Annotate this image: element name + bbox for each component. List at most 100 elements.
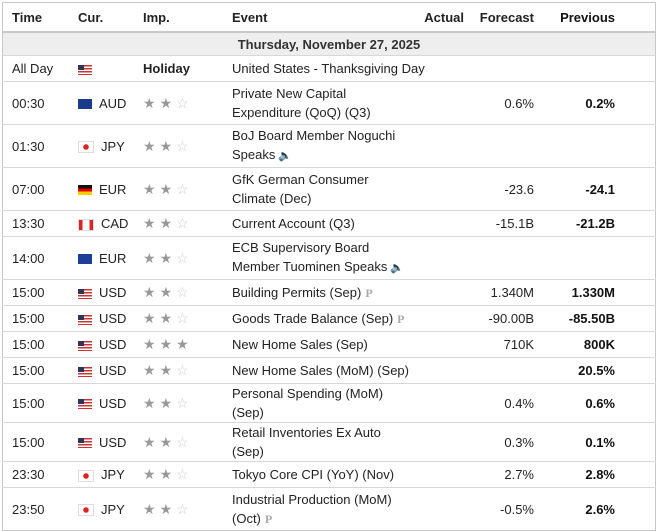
speaker-icon[interactable]: 🔈 xyxy=(390,262,405,274)
actual-value xyxy=(412,461,464,488)
event-cell[interactable]: New Home Sales (MoM) (Sep) xyxy=(232,357,412,384)
event-row[interactable]: 00:30 AUD ★★☆ Private New Capital Expend… xyxy=(2,81,656,125)
star-empty-icon: ☆ xyxy=(176,394,193,411)
event-name[interactable]: Retail Inventories Ex Auto (Sep) xyxy=(232,425,381,459)
event-cell[interactable]: Industrial Production (MoM) (Oct) P xyxy=(232,487,412,531)
header-previous[interactable]: Previous xyxy=(538,2,656,33)
importance: ★★☆ xyxy=(143,124,232,168)
currency: AUD xyxy=(99,95,127,111)
star-filled-icon: ★ xyxy=(143,336,160,352)
time: 15:00 xyxy=(2,305,78,332)
star-empty-icon: ☆ xyxy=(176,249,193,266)
event-row[interactable]: 14:00 EUR ★★☆ ECB Supervisory Board Memb… xyxy=(2,236,656,280)
event-cell[interactable]: Current Account (Q3) xyxy=(232,210,412,237)
previous-value: -85.50B xyxy=(538,305,656,332)
importance: ★★☆ xyxy=(143,167,232,211)
header-actual[interactable]: Actual xyxy=(412,2,464,33)
forecast-value xyxy=(464,236,538,280)
event-row[interactable]: 07:00 EUR ★★☆ GfK German Consumer Climat… xyxy=(2,167,656,211)
event-name[interactable]: Building Permits (Sep) xyxy=(232,284,362,300)
event-name[interactable]: Personal Spending (MoM) (Sep) xyxy=(232,386,384,420)
event-row[interactable]: 15:00 USD ★★★ New Home Sales (Sep) 710K … xyxy=(2,331,656,358)
event-cell[interactable]: Building Permits (Sep) P xyxy=(232,279,412,306)
event-name[interactable]: Industrial Production (MoM) (Oct) xyxy=(232,491,392,526)
holiday-row[interactable]: All Day Holiday United States - Thanksgi… xyxy=(2,55,656,82)
actual-value xyxy=(412,81,464,125)
importance: ★★☆ xyxy=(143,210,232,237)
event-cell[interactable]: GfK German Consumer Climate (Dec) xyxy=(232,167,412,211)
importance: ★★☆ xyxy=(143,279,232,306)
time: 15:00 xyxy=(2,422,78,462)
event-name[interactable]: ECB Supervisory Board Member Tuominen Sp… xyxy=(232,240,388,274)
event-name[interactable]: New Home Sales (MoM) (Sep) xyxy=(232,363,409,378)
forecast-value: -23.6 xyxy=(464,167,538,211)
importance: ★★☆ xyxy=(143,461,232,488)
star-filled-icon: ★ xyxy=(159,394,177,411)
star-filled-icon: ★ xyxy=(143,433,160,450)
header-row: Time Cur. Imp. Event Actual Forecast Pre… xyxy=(2,2,656,33)
event-cell[interactable]: Goods Trade Balance (Sep) P xyxy=(232,305,412,332)
actual-value xyxy=(412,487,464,531)
header-time[interactable]: Time xyxy=(2,2,78,33)
forecast-value: -0.5% xyxy=(464,487,538,531)
previous-value xyxy=(538,236,656,280)
event-cell[interactable]: BoJ Board Member Noguchi Speaks 🔈 xyxy=(232,124,412,168)
importance: ★★☆ xyxy=(143,357,232,384)
importance: ★★☆ xyxy=(143,236,232,280)
forecast-value: 0.4% xyxy=(464,383,538,423)
currency: JPY xyxy=(101,467,125,482)
header-event[interactable]: Event xyxy=(232,2,412,33)
actual-value xyxy=(412,331,464,358)
event-cell[interactable]: Personal Spending (MoM) (Sep) xyxy=(232,383,412,423)
previous-value: 2.6% xyxy=(538,487,656,531)
event-row[interactable]: 23:50 JPY ★★☆ Industrial Production (MoM… xyxy=(2,487,656,531)
event-cell[interactable]: Private New Capital Expenditure (QoQ) (Q… xyxy=(232,81,412,125)
star-filled-icon: ★ xyxy=(159,94,177,111)
event-row[interactable]: 23:30 JPY ★★☆ Tokyo Core CPI (YoY) (Nov)… xyxy=(2,461,656,488)
event-row[interactable]: 15:00 USD ★★☆ Retail Inventories Ex Auto… xyxy=(2,422,656,462)
currency: USD xyxy=(99,285,127,300)
us-flag-icon xyxy=(78,366,92,377)
speaker-icon[interactable]: 🔈 xyxy=(278,150,293,162)
event-name: United States - Thanksgiving Day xyxy=(232,55,656,82)
event-row[interactable]: 15:00 USD ★★☆ New Home Sales (MoM) (Sep)… xyxy=(2,357,656,384)
event-name[interactable]: New Home Sales (Sep) xyxy=(232,337,368,352)
previous-value: 0.1% xyxy=(538,422,656,462)
previous-value: 2.8% xyxy=(538,461,656,488)
event-name[interactable]: Private New Capital Expenditure (QoQ) (Q… xyxy=(232,86,371,120)
actual-value xyxy=(412,357,464,384)
forecast-value xyxy=(464,124,538,168)
event-name[interactable]: Current Account (Q3) xyxy=(232,216,355,231)
event-cell[interactable]: New Home Sales (Sep) xyxy=(232,331,412,358)
event-cell[interactable]: Tokyo Core CPI (YoY) (Nov) xyxy=(232,461,412,488)
star-filled-icon: ★ xyxy=(143,249,160,266)
currency: JPY xyxy=(101,501,125,517)
header-importance[interactable]: Imp. xyxy=(143,2,232,33)
event-name[interactable]: BoJ Board Member Noguchi Speaks xyxy=(232,128,396,162)
star-filled-icon: ★ xyxy=(159,433,177,450)
preliminary-icon: P xyxy=(264,511,273,526)
star-empty-icon: ☆ xyxy=(176,94,193,111)
star-filled-icon: ★ xyxy=(159,215,177,231)
actual-value xyxy=(412,167,464,211)
event-name[interactable]: Goods Trade Balance (Sep) xyxy=(232,310,394,326)
forecast-value: 2.7% xyxy=(464,461,538,488)
star-empty-icon: ☆ xyxy=(176,500,193,517)
event-row[interactable]: 15:00 USD ★★☆ Goods Trade Balance (Sep) P… xyxy=(2,305,656,332)
event-name[interactable]: GfK German Consumer Climate (Dec) xyxy=(232,172,369,206)
importance: ★★☆ xyxy=(143,422,232,462)
event-row[interactable]: 15:00 USD ★★☆ Personal Spending (MoM) (S… xyxy=(2,383,656,423)
event-name[interactable]: Tokyo Core CPI (YoY) (Nov) xyxy=(232,467,395,482)
previous-value: -24.1 xyxy=(538,167,656,211)
event-row[interactable]: 13:30 CAD ★★☆ Current Account (Q3) -15.1… xyxy=(2,210,656,237)
event-cell[interactable]: Retail Inventories Ex Auto (Sep) xyxy=(232,422,412,462)
header-currency[interactable]: Cur. xyxy=(78,2,143,33)
time: 00:30 xyxy=(2,81,78,125)
event-row[interactable]: 15:00 USD ★★☆ Building Permits (Sep) P 1.… xyxy=(2,279,656,306)
star-filled-icon: ★ xyxy=(159,180,177,197)
event-row[interactable]: 01:30 JPY ★★☆ BoJ Board Member Noguchi S… xyxy=(2,124,656,168)
time: 23:50 xyxy=(2,487,78,531)
event-cell[interactable]: ECB Supervisory Board Member Tuominen Sp… xyxy=(232,236,412,280)
header-forecast[interactable]: Forecast xyxy=(464,2,538,33)
